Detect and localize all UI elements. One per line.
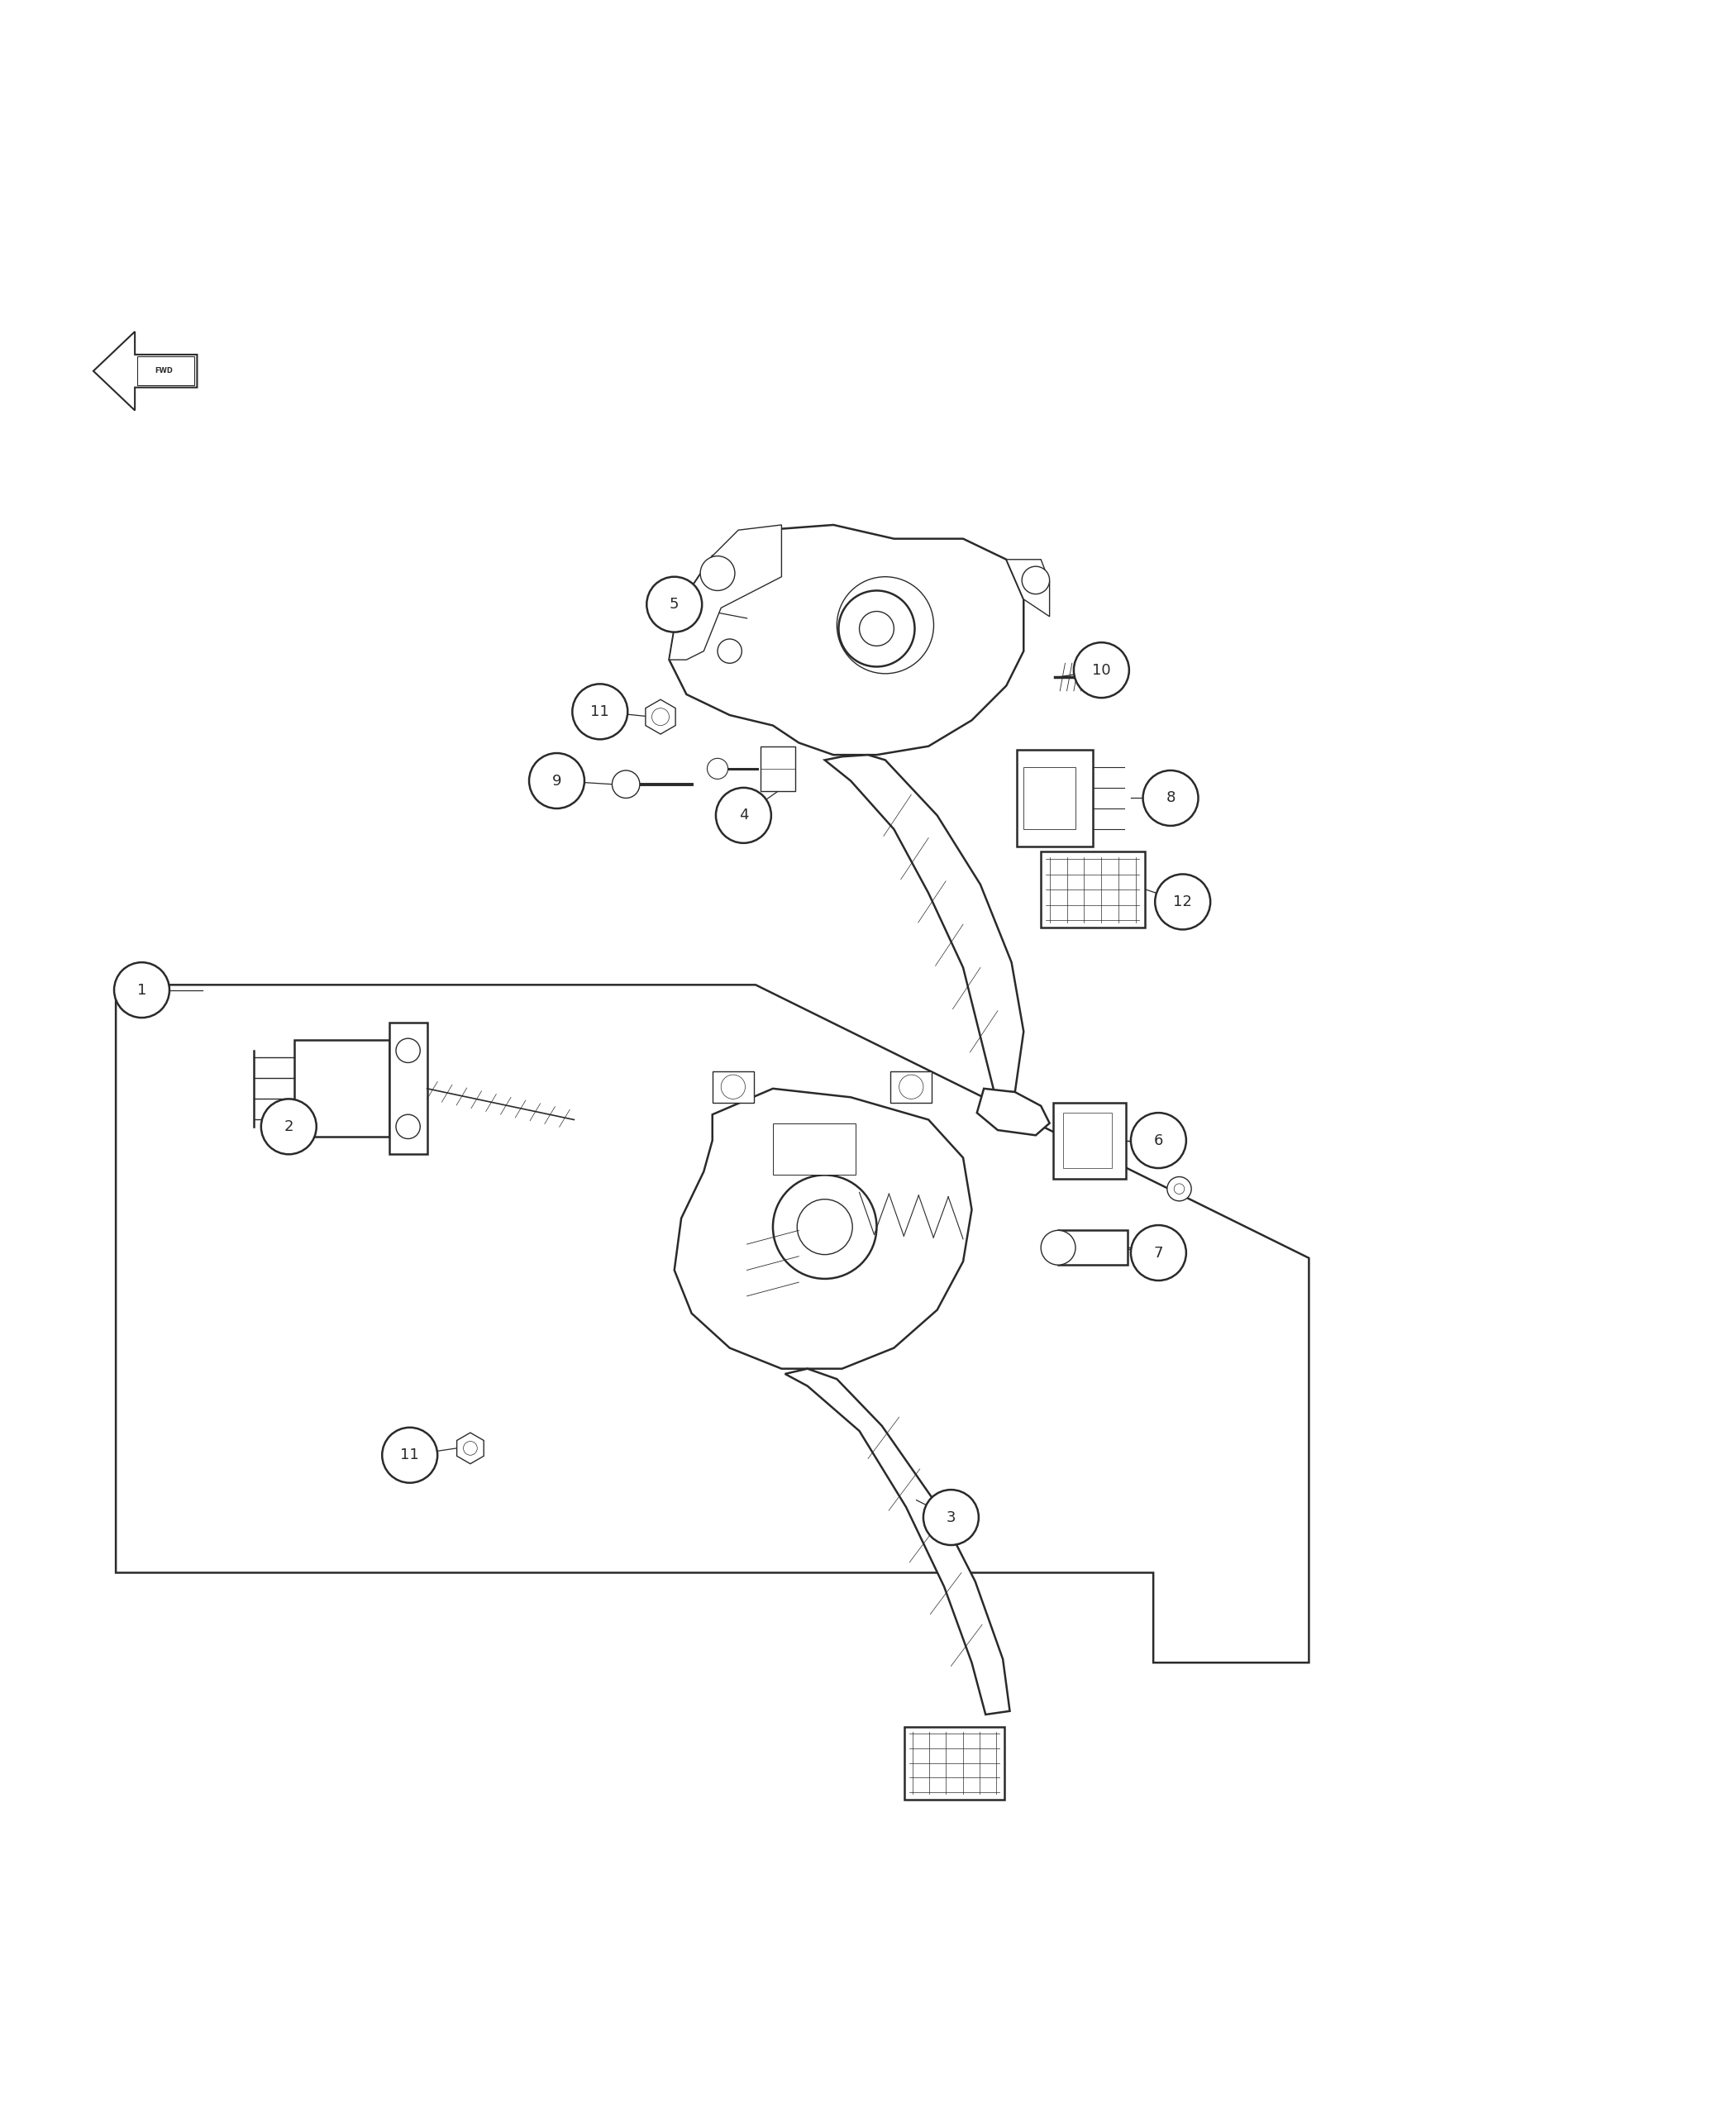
Circle shape	[707, 759, 727, 780]
Circle shape	[396, 1115, 420, 1138]
Polygon shape	[1007, 559, 1050, 616]
Circle shape	[651, 708, 668, 725]
Circle shape	[717, 639, 741, 664]
Circle shape	[859, 611, 894, 645]
Circle shape	[715, 788, 771, 843]
Circle shape	[529, 753, 585, 809]
Circle shape	[1130, 1113, 1186, 1168]
Text: 3: 3	[946, 1509, 957, 1524]
Circle shape	[700, 557, 734, 590]
Text: FWD: FWD	[155, 367, 174, 375]
Text: 1: 1	[137, 982, 146, 997]
Circle shape	[260, 1098, 316, 1155]
FancyBboxPatch shape	[891, 1071, 932, 1102]
Circle shape	[859, 599, 911, 651]
Circle shape	[613, 769, 641, 799]
Polygon shape	[668, 525, 1024, 755]
Circle shape	[115, 963, 170, 1018]
Text: 5: 5	[670, 597, 679, 611]
FancyBboxPatch shape	[1024, 767, 1076, 828]
FancyBboxPatch shape	[137, 356, 194, 386]
Polygon shape	[457, 1433, 484, 1463]
Circle shape	[838, 590, 915, 666]
Text: 11: 11	[401, 1448, 418, 1463]
Circle shape	[837, 578, 934, 675]
Text: 12: 12	[1174, 894, 1193, 909]
Polygon shape	[977, 1088, 1050, 1136]
Circle shape	[1160, 1242, 1174, 1254]
Circle shape	[1075, 643, 1128, 698]
Circle shape	[382, 1427, 437, 1482]
FancyBboxPatch shape	[389, 1022, 427, 1155]
FancyBboxPatch shape	[1054, 1102, 1125, 1178]
Text: 8: 8	[1167, 790, 1175, 805]
Polygon shape	[1017, 750, 1092, 847]
Circle shape	[1154, 875, 1210, 930]
Circle shape	[1174, 1185, 1184, 1193]
Circle shape	[773, 1174, 877, 1280]
Text: 10: 10	[1092, 662, 1111, 677]
Circle shape	[720, 1075, 745, 1098]
Text: 2: 2	[285, 1119, 293, 1134]
Text: 6: 6	[1154, 1132, 1163, 1149]
Text: 11: 11	[590, 704, 609, 719]
FancyBboxPatch shape	[904, 1726, 1005, 1800]
FancyBboxPatch shape	[293, 1039, 389, 1136]
Polygon shape	[646, 700, 675, 734]
Polygon shape	[785, 1368, 1010, 1714]
Circle shape	[1023, 567, 1050, 594]
Circle shape	[1160, 1134, 1174, 1147]
Text: 4: 4	[740, 807, 748, 822]
Polygon shape	[825, 755, 1024, 1092]
Circle shape	[573, 683, 628, 740]
Circle shape	[1130, 1225, 1186, 1280]
Circle shape	[924, 1490, 979, 1545]
Polygon shape	[668, 525, 781, 660]
Circle shape	[396, 1039, 420, 1062]
Circle shape	[1042, 1231, 1076, 1265]
Circle shape	[797, 1199, 852, 1254]
Polygon shape	[674, 1088, 972, 1368]
Circle shape	[1085, 662, 1115, 694]
FancyBboxPatch shape	[1042, 852, 1144, 928]
Circle shape	[464, 1442, 477, 1455]
FancyBboxPatch shape	[1064, 1113, 1111, 1168]
FancyBboxPatch shape	[1059, 1231, 1127, 1265]
Circle shape	[648, 578, 701, 632]
Text: 7: 7	[1154, 1246, 1163, 1261]
FancyBboxPatch shape	[760, 746, 795, 790]
FancyBboxPatch shape	[712, 1071, 753, 1102]
FancyBboxPatch shape	[773, 1124, 856, 1174]
Circle shape	[899, 1075, 924, 1098]
Text: 9: 9	[552, 774, 561, 788]
Circle shape	[1142, 769, 1198, 826]
Circle shape	[1167, 1176, 1191, 1202]
